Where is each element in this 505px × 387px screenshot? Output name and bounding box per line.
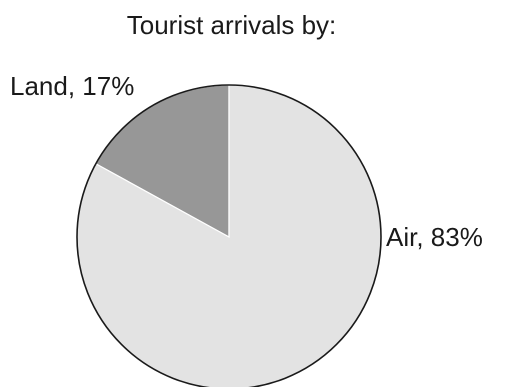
slice-label-land: Land, 17% — [10, 71, 135, 101]
slice-label-air: Air, 83% — [386, 222, 483, 252]
pie-outline — [76, 84, 382, 387]
chart-title: Tourist arrivals by: — [126, 10, 337, 40]
